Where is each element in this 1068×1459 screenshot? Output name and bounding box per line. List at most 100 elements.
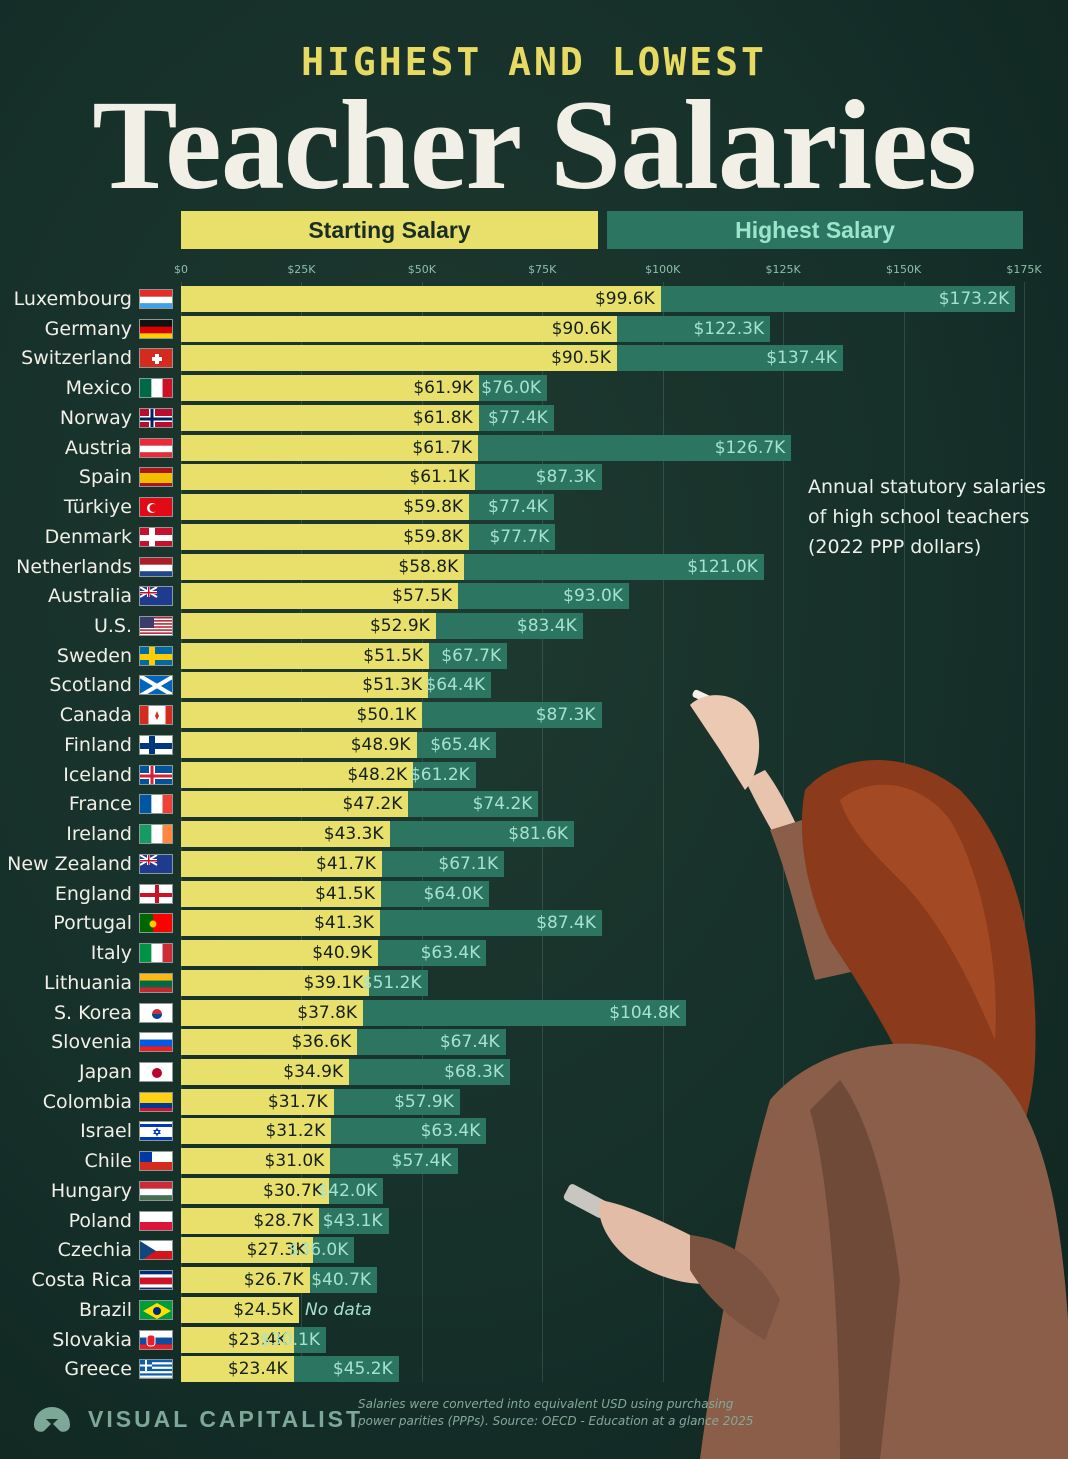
bar-starting-salary (181, 1267, 310, 1294)
country-label: Greece (64, 1358, 132, 1381)
bar-starting-salary (181, 791, 409, 818)
chart-row: Poland $28.7K $43.1K (0, 1206, 1068, 1236)
country-label: Spain (78, 466, 132, 489)
highest-salary-label: $65.4K (430, 734, 491, 755)
flag-icon (139, 616, 173, 637)
highest-salary-label: $43.1K (322, 1210, 383, 1231)
flag-icon (139, 586, 173, 607)
flag-icon (139, 645, 173, 666)
starting-salary-label: $48.2K (347, 764, 408, 785)
note-line: of high school teachers (808, 506, 1030, 528)
starting-salary-label: $61.7K (412, 437, 473, 458)
starting-salary-label: $47.2K (342, 794, 403, 815)
flag-icon (139, 1210, 173, 1231)
source-line: Salaries were converted into equivalent … (358, 1397, 734, 1411)
starting-salary-label: $31.0K (264, 1151, 325, 1172)
flag-icon (139, 764, 173, 785)
chart-row: Canada $50.1K $87.3K (0, 700, 1068, 730)
highest-salary-label: $93.0K (563, 586, 623, 607)
chart-subtitle: HIGHEST AND LOWEST (301, 40, 767, 84)
chart-row: Luxembourg $99.6K $173.2K (0, 284, 1068, 314)
bar-starting-salary (181, 910, 380, 937)
bar-starting-salary (181, 1237, 313, 1264)
chart-row: S. Korea $37.8K $104.8K (0, 998, 1068, 1028)
starting-salary-label: $61.8K (412, 407, 473, 428)
starting-salary-label: $41.5K (315, 883, 375, 904)
chart-row: Netherlands $58.8K $121.0K (0, 552, 1068, 582)
flag-icon (139, 1299, 173, 1320)
flag-icon (139, 348, 173, 369)
bar-starting-salary (181, 404, 479, 431)
country-label: Luxembourg (13, 288, 132, 310)
highest-salary-label: $126.7K (714, 437, 786, 458)
bar-starting-salary (181, 1326, 294, 1353)
chart-row: Sweden $51.5K $67.7K (0, 641, 1068, 671)
highest-salary-label: $122.3K (693, 318, 765, 339)
starting-salary-label: $52.9K (369, 616, 430, 637)
chart-row: Iceland $48.2K $61.2K (0, 760, 1068, 790)
country-label: Lithuania (43, 971, 132, 994)
bar-starting-salary (181, 850, 382, 877)
chart-title: Teacher Salaries (92, 74, 977, 216)
bar-starting-salary (181, 375, 480, 402)
highest-salary-label: $104.8K (609, 1002, 680, 1023)
bar-starting-salary (181, 1177, 329, 1204)
starting-salary-label: $59.8K (403, 526, 464, 547)
flag-icon (139, 1359, 173, 1380)
starting-salary-label: $37.8K (297, 1002, 358, 1023)
bar-starting-salary (181, 969, 370, 996)
starting-salary-label: $48.9K (350, 734, 411, 755)
chart-row: Brazil $24.5K No data (0, 1295, 1068, 1325)
chart-row: Norway $61.8K $77.4K (0, 403, 1068, 433)
chart-row: Portugal $41.3K $87.4K (0, 908, 1068, 938)
country-label: Australia (47, 585, 132, 608)
country-label: Sweden (56, 644, 132, 667)
highest-salary-label: $68.3K (444, 1061, 504, 1082)
chart-row: Germany $90.6K $122.3K (0, 314, 1068, 344)
starting-salary-label: $24.5K (233, 1299, 294, 1320)
flag-icon (139, 318, 173, 339)
starting-salary-label: $26.7K (243, 1270, 304, 1291)
flag-icon (139, 378, 173, 399)
flag-icon (139, 497, 173, 518)
bar-starting-salary (181, 1148, 331, 1175)
flag-icon (139, 437, 173, 458)
starting-salary-label: $23.4K (227, 1359, 288, 1380)
flag-icon (139, 1180, 173, 1201)
chart-row: Ireland $43.3K $81.6K (0, 819, 1068, 849)
x-tick-label: $150K (885, 263, 922, 276)
flag-icon (139, 883, 173, 904)
chart-row: France $47.2K $74.2K (0, 789, 1068, 819)
country-label: Denmark (44, 525, 132, 548)
bar-starting-salary (181, 583, 458, 610)
highest-salary-label: $36.0K (288, 1240, 349, 1261)
bar-starting-salary (181, 672, 429, 699)
chart-row: Italy $40.9K $63.4K (0, 938, 1068, 968)
bar-starting-salary (181, 1058, 350, 1085)
bar-starting-salary (181, 940, 379, 967)
x-tick-label: $125K (765, 263, 801, 276)
x-tick-label: $50K (407, 263, 436, 276)
flag-icon (139, 1032, 173, 1053)
highest-salary-label: $121.0K (687, 556, 758, 577)
starting-salary-label: $41.3K (314, 913, 374, 934)
flag-icon (139, 824, 173, 845)
country-label: Canada (59, 704, 132, 727)
bar-starting-salary (181, 286, 661, 312)
country-label: Finland (64, 733, 132, 756)
bar-starting-salary (181, 434, 479, 461)
highest-salary-label: $83.4K (516, 616, 577, 637)
highest-salary-label: $76.0K (481, 378, 542, 399)
highest-salary-label: $45.2K (332, 1359, 393, 1380)
highest-salary-label: $30.1K (260, 1329, 320, 1350)
highest-salary-label: $64.4K (425, 675, 486, 696)
country-label: Portugal (53, 912, 132, 935)
flag-icon (139, 1270, 173, 1291)
starting-salary-label: $51.3K (362, 675, 423, 696)
starting-salary-label: $50.1K (356, 705, 417, 726)
chart-row: Denmark $59.8K $77.7K (0, 522, 1068, 552)
highest-salary-label: $57.9K (394, 1091, 454, 1112)
country-label: S. Korea (53, 1001, 132, 1024)
flag-icon (139, 705, 173, 726)
bar-starting-salary (181, 464, 476, 491)
